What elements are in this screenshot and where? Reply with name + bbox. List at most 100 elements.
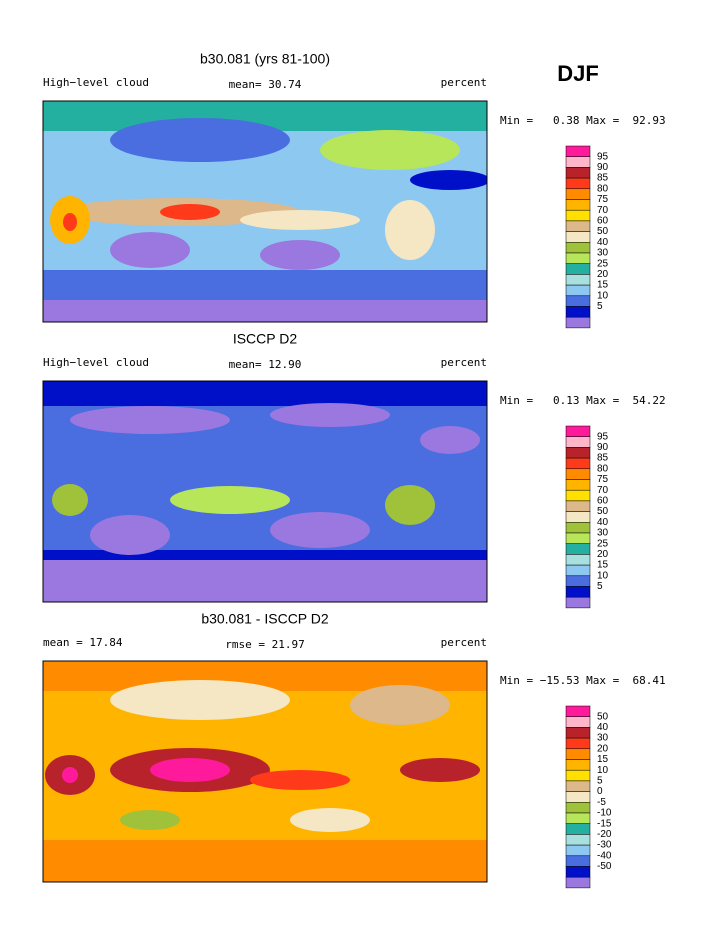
panel-title: ISCCP D2: [233, 331, 298, 347]
colorbar-label: 75: [597, 474, 609, 485]
colorbar-label: 15: [597, 754, 609, 765]
colorbar-label: 40: [597, 237, 609, 248]
colorbar-swatch: [565, 769, 591, 782]
map-frame: [42, 660, 488, 883]
colorbar-swatch: [565, 759, 591, 771]
colorbar-swatch: [565, 511, 591, 523]
colorbar-swatch: [565, 716, 591, 728]
map-model: [43, 101, 487, 322]
colorbar-swatch: [565, 220, 591, 232]
panel-title: b30.081 (yrs 81-100): [200, 51, 330, 67]
map-obs: [43, 381, 487, 602]
colorbar-swatch: [565, 263, 591, 275]
left-label: mean = 17.84: [43, 636, 123, 649]
colorbar-swatch: [565, 177, 591, 190]
center-label: mean= 12.90: [229, 358, 302, 371]
colorbar-swatch: [565, 188, 591, 200]
colorbar-swatch: [565, 596, 591, 609]
colorbar-swatch: [565, 575, 591, 587]
colorbar-swatch: [565, 425, 591, 437]
colorbar-swatch: [565, 876, 591, 889]
colorbar-swatch: [565, 156, 591, 168]
map-frame: [42, 100, 488, 323]
colorbar-swatch: [565, 242, 591, 254]
colorbar-swatch: [565, 834, 591, 846]
colorbar-label: 5: [597, 581, 603, 592]
colorbar-label: 75: [597, 194, 609, 205]
colorbar-label: 90: [597, 442, 609, 453]
colorbar-label: 90: [597, 162, 609, 173]
colorbar-swatch: [565, 500, 591, 512]
right-label: percent: [441, 636, 487, 649]
map-frame: [42, 380, 488, 603]
colorbar-swatch: [565, 812, 591, 824]
colorbar-swatch: [565, 866, 591, 878]
colorbar-swatch: [565, 564, 591, 577]
colorbar-swatch: [565, 231, 591, 243]
colorbar-swatch: [565, 252, 591, 264]
colorbar-swatch: [565, 737, 591, 750]
colorbar-label: 50: [597, 226, 609, 237]
colorbar-swatch: [565, 447, 591, 459]
colorbar-label: 20: [597, 549, 609, 560]
min-max: Min = 0.38 Max = 92.93: [500, 114, 666, 127]
panel-title: b30.081 - ISCCP D2: [201, 611, 329, 627]
colorbar-label: 10: [597, 290, 609, 301]
colorbar-swatch: [565, 284, 591, 297]
colorbar-label: 60: [597, 216, 609, 227]
colorbar-label: -20: [597, 829, 612, 840]
colorbar-label: 15: [597, 280, 609, 291]
colorbar-label: -10: [597, 808, 612, 819]
colorbar-swatch: [565, 855, 591, 867]
colorbar-swatch: [565, 522, 591, 534]
colorbar-swatch: [565, 145, 591, 157]
colorbar-swatch: [565, 705, 591, 717]
colorbar-label: -30: [597, 840, 612, 851]
colorbar-label: 95: [597, 431, 609, 442]
colorbar-label: 85: [597, 173, 609, 184]
colorbar-label: 5: [597, 301, 603, 312]
map-diff: [43, 661, 487, 882]
colorbar-label: 10: [597, 765, 609, 776]
colorbar-label: 50: [597, 506, 609, 517]
min-max: Min = −15.53 Max = 68.41: [500, 674, 666, 687]
left-label: High−level cloud: [43, 76, 149, 89]
colorbar-label: 20: [597, 743, 609, 754]
colorbar-swatch: [565, 316, 591, 329]
colorbar-label: 20: [597, 269, 609, 280]
colorbar-label: 40: [597, 517, 609, 528]
colorbar-label: 40: [597, 722, 609, 733]
colorbar-swatch: [565, 199, 591, 211]
colorbar-label: 5: [597, 776, 603, 787]
colorbar-label: 80: [597, 463, 609, 474]
colorbar-swatch: [565, 457, 591, 470]
colorbar-swatch: [565, 823, 591, 835]
colorbar-label: 25: [597, 258, 609, 269]
colorbar-label: 10: [597, 570, 609, 581]
colorbar-swatch: [565, 306, 591, 318]
colorbar-swatch: [565, 532, 591, 544]
colorbar-label: 30: [597, 248, 609, 259]
center-label: rmse = 21.97: [225, 638, 304, 651]
right-label: percent: [441, 76, 487, 89]
colorbar-swatch: [565, 802, 591, 814]
colorbar-swatch: [565, 295, 591, 307]
left-label: High−level cloud: [43, 356, 149, 369]
colorbar-label: 25: [597, 538, 609, 549]
colorbar-swatch: [565, 586, 591, 598]
colorbar-label: 70: [597, 485, 609, 496]
colorbar-swatch: [565, 436, 591, 448]
colorbar-swatch: [565, 543, 591, 555]
colorbar-label: 15: [597, 560, 609, 571]
colorbar-label: 95: [597, 151, 609, 162]
colorbar-swatch: [565, 748, 591, 760]
center-label: mean= 30.74: [229, 78, 302, 91]
colorbar-swatch: [565, 468, 591, 480]
colorbar-label: -15: [597, 818, 612, 829]
colorbar-label: 30: [597, 528, 609, 539]
colorbar-swatch: [565, 727, 591, 739]
colorbar-label: 60: [597, 496, 609, 507]
colorbar-swatch: [565, 554, 591, 566]
colorbar-swatch: [565, 479, 591, 491]
